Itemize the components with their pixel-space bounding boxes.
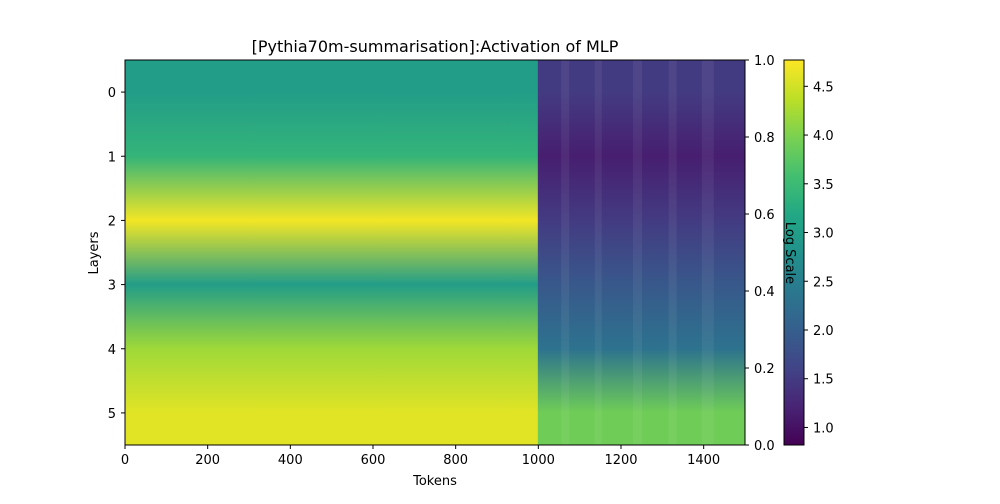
chart-title: [Pythia70m-summarisation]:Activation of … xyxy=(252,37,619,56)
right-tick-label: 0.4 xyxy=(754,285,775,300)
right-tick-label: 0.0 xyxy=(754,439,775,454)
y-tick-label: 3 xyxy=(108,279,116,294)
x-tick-label: 1000 xyxy=(522,453,555,468)
plot-frame xyxy=(124,59,746,446)
x-tick-label: 800 xyxy=(443,453,468,468)
colorbar-tick-label: 2.5 xyxy=(813,275,834,290)
token-stripe-3 xyxy=(668,60,677,445)
colorbar-label: Log Scale xyxy=(782,222,797,284)
x-axis-label: Tokens xyxy=(412,474,457,489)
y-tick-label: 5 xyxy=(108,407,116,422)
x-tick-label: 400 xyxy=(278,453,303,468)
x-tick-label: 0 xyxy=(121,453,129,468)
colorbar-tick-label: 1.5 xyxy=(813,373,834,388)
x-tick-label: 600 xyxy=(361,453,386,468)
colorbar-tick-label: 2.0 xyxy=(813,324,834,339)
x-tick-label: 1400 xyxy=(687,453,720,468)
right-axis-ticks: 0.0 0.2 0.4 0.6 0.8 1.0 xyxy=(745,54,775,454)
right-tick-label: 0.8 xyxy=(754,131,775,146)
x-tick-label: 200 xyxy=(195,453,220,468)
colorbar-tick-label: 3.5 xyxy=(813,178,834,193)
token-stripe-4 xyxy=(701,60,714,445)
y-tick-label: 0 xyxy=(108,86,116,101)
token-stripe-1 xyxy=(594,60,602,445)
colorbar-tick-label: 4.0 xyxy=(813,129,834,144)
heatmap-region-left xyxy=(125,60,539,445)
token-stripe-2 xyxy=(633,60,643,445)
heatmap-transition xyxy=(537,60,543,445)
right-tick-label: 0.6 xyxy=(754,208,775,223)
x-tick-label: 1200 xyxy=(604,453,637,468)
heatmap-region-right xyxy=(542,60,745,445)
x-axis-ticks: 0 200 400 600 800 1000 1200 1400 xyxy=(121,445,720,468)
y-tick-label: 4 xyxy=(108,343,116,358)
y-tick-label: 2 xyxy=(108,214,116,229)
y-axis-ticks: 0 1 2 3 4 5 xyxy=(108,86,125,422)
colorbar-tick-label: 3.0 xyxy=(813,227,834,242)
heatmap-token-variation xyxy=(561,60,714,445)
right-tick-label: 0.2 xyxy=(754,362,775,377)
y-tick-label: 1 xyxy=(108,150,116,165)
colorbar-ticks: 1.0 1.5 2.0 2.5 3.0 3.5 4.0 4.5 xyxy=(804,80,834,436)
right-tick-label: 1.0 xyxy=(754,54,775,69)
heatmap-cells xyxy=(125,60,745,445)
colorbar-tick-label: 4.5 xyxy=(813,80,834,95)
colorbar xyxy=(783,59,805,446)
token-stripe-0 xyxy=(561,60,570,445)
colorbar-tick-label: 1.0 xyxy=(813,421,834,436)
y-axis-label: Layers xyxy=(87,231,102,274)
